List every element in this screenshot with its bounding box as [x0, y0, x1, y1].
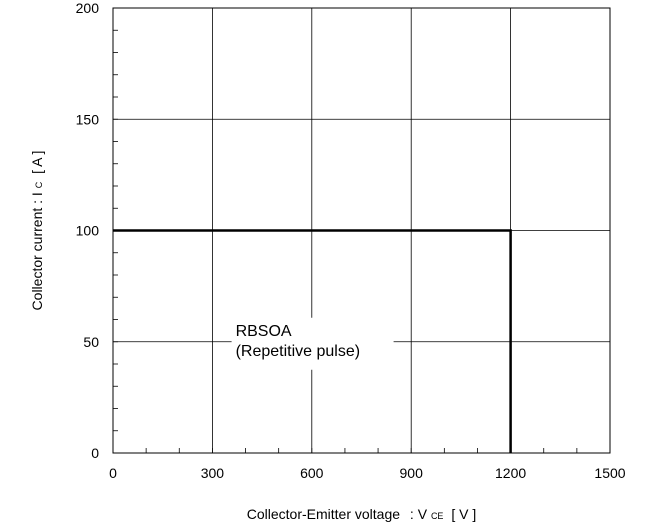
y-axis-unit: [ A ] — [29, 151, 45, 174]
y-tick-label: 0 — [91, 445, 99, 461]
annotation-background — [231, 317, 394, 370]
x-tick-label: 900 — [400, 465, 424, 481]
y-axis-title: Collector current : I C [ A ] — [29, 151, 45, 311]
annotation-line: (Repetitive pulse) — [236, 343, 360, 360]
series — [113, 229, 512, 453]
minor-ticks — [113, 29, 578, 453]
x-tick-label: 1500 — [594, 465, 625, 481]
y-tick-label: 50 — [83, 334, 99, 350]
x-axis-unit: [ V ] — [451, 506, 476, 522]
plot-frame — [112, 7, 611, 454]
x-tick-label: 300 — [201, 465, 225, 481]
y-tick-label: 200 — [76, 0, 100, 16]
x-axis-symbol: V — [418, 506, 428, 522]
annotations: RBSOA (Repetitive pulse) — [231, 317, 394, 370]
x-axis-title-text: Collector-Emitter voltage — [247, 506, 400, 522]
x-tick-label: 600 — [300, 465, 324, 481]
x-tick-labels: 0 300 600 900 1200 1500 — [109, 465, 626, 481]
x-axis-subscript: CE — [431, 511, 444, 521]
x-axis-title: Collector-Emitter voltage : V CE [ V ] — [247, 506, 477, 522]
y-axis-title-text: Collector current : I — [29, 192, 45, 310]
annotation-label: RBSOA (Repetitive pulse) — [236, 323, 360, 360]
annotation-line: RBSOA — [236, 323, 292, 340]
x-tick-label: 0 — [109, 465, 117, 481]
y-axis-subscript: C — [34, 181, 44, 188]
y-tick-label: 150 — [76, 111, 100, 127]
y-tick-label: 100 — [76, 223, 100, 239]
x-tick-label: 1200 — [495, 465, 526, 481]
rbsoa-boundary-line — [113, 229, 512, 453]
y-tick-labels: 0 50 100 150 200 — [76, 0, 100, 461]
